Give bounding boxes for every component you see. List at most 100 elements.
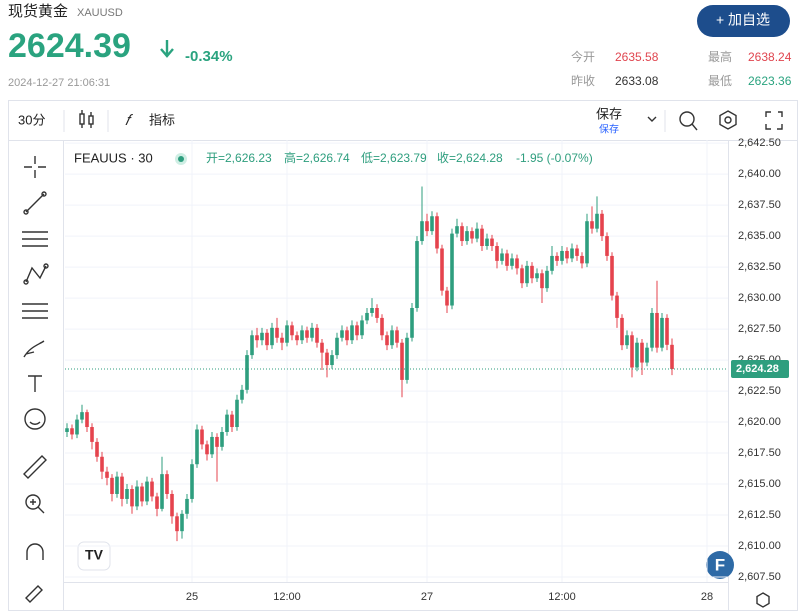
- fx-icon[interactable]: 𝑓: [125, 112, 134, 129]
- candle-body: [380, 317, 384, 336]
- candle-body: [165, 474, 169, 494]
- y-tick-label: 2,610.00: [738, 540, 781, 552]
- candle-icon[interactable]: [79, 110, 94, 128]
- candle-body: [350, 325, 354, 341]
- y-tick-label: 2,617.50: [738, 447, 781, 459]
- candle-body: [340, 330, 344, 338]
- candle-body: [275, 327, 279, 338]
- last-price-box: [731, 359, 789, 378]
- settings-dot: [724, 116, 732, 124]
- candle-body: [385, 335, 389, 346]
- candle-body: [90, 427, 94, 442]
- interval[interactable]: 30分: [18, 112, 45, 127]
- legend-high: 高=2,626.74: [284, 150, 350, 165]
- candle-body: [520, 268, 524, 284]
- y-tick-label: 2,607.50: [738, 571, 781, 583]
- legend-close: 收=2,624.28: [437, 151, 503, 165]
- candle-body: [155, 496, 159, 509]
- candle-body: [170, 493, 174, 517]
- candle-body: [245, 355, 249, 390]
- candle-body: [270, 327, 274, 346]
- stat-label: 最高: [708, 49, 732, 64]
- candle-body: [405, 337, 409, 380]
- candle-body: [75, 419, 79, 435]
- candle-body: [140, 486, 144, 502]
- save-sub[interactable]: 保存: [599, 123, 619, 136]
- candle-body: [425, 221, 429, 232]
- timestamp: 2024-12-27 21:06:31: [8, 77, 110, 89]
- settings-icon[interactable]: [719, 110, 737, 130]
- candle-body: [115, 476, 119, 494]
- stat-label: 今开: [571, 49, 595, 64]
- candle-body: [555, 255, 559, 261]
- dropdown[interactable]: [647, 116, 657, 122]
- candle-body: [65, 428, 69, 432]
- y-tick-label: 2,635.00: [738, 230, 781, 242]
- stat-value: 2623.36: [748, 74, 792, 88]
- candle-body: [250, 335, 254, 356]
- status-dot: [178, 156, 184, 162]
- change: -0.34%: [185, 48, 233, 65]
- y-tick-label: 2,615.00: [738, 478, 781, 490]
- candle-body: [500, 253, 504, 261]
- candle-body: [645, 347, 649, 363]
- candle-body: [285, 325, 289, 343]
- candle-body: [545, 270, 549, 289]
- candle-body: [195, 429, 199, 465]
- candle-body: [585, 221, 589, 264]
- candle-body: [220, 431, 224, 447]
- candle-body: [515, 258, 519, 269]
- candle-body: [450, 233, 454, 306]
- drawing-tools[interactable]: [22, 156, 49, 603]
- candle-body: [490, 238, 494, 247]
- candle-body: [665, 317, 669, 345]
- y-tick-label: 2,627.50: [738, 323, 781, 335]
- save[interactable]: 保存: [596, 106, 622, 121]
- candle-body: [240, 389, 244, 400]
- alert-icon[interactable]: [679, 111, 698, 131]
- candle-body: [505, 253, 509, 266]
- add-watchlist-label[interactable]: + 加自选: [716, 12, 770, 28]
- candle-body: [495, 246, 499, 261]
- candle-body: [205, 444, 209, 455]
- candle-body: [290, 325, 294, 336]
- title: 现货黄金: [8, 3, 68, 20]
- last-price-label: 2,624.28: [736, 363, 779, 375]
- candle-body: [460, 226, 464, 242]
- candle-body: [375, 307, 379, 318]
- x-tick-label: 28: [701, 591, 713, 603]
- candle-body: [100, 456, 104, 472]
- y-tick-label: 2,632.50: [738, 261, 781, 273]
- candle-body: [415, 241, 419, 308]
- grid: [65, 140, 728, 582]
- candle-body: [80, 412, 84, 420]
- candle-body: [280, 337, 284, 343]
- f-badge[interactable]: [706, 551, 734, 579]
- candle-body: [655, 312, 659, 348]
- candle-body: [600, 213, 604, 237]
- candle-body: [255, 335, 259, 341]
- candle-body: [365, 312, 369, 321]
- candle-body: [640, 342, 644, 363]
- tv-logo-box: [77, 541, 111, 571]
- axis-settings[interactable]: [756, 592, 770, 608]
- stat-value: 2633.08: [615, 74, 659, 88]
- candle-body: [335, 337, 339, 356]
- f-badge-label[interactable]: F: [715, 555, 725, 574]
- candle-body: [465, 231, 469, 242]
- candle-body: [105, 471, 109, 478]
- candle-body: [440, 248, 444, 291]
- indicators[interactable]: 指标: [149, 112, 175, 127]
- fullscreen-icon[interactable]: [765, 111, 783, 130]
- add-watchlist-button[interactable]: [697, 5, 790, 37]
- candle-body: [480, 228, 484, 247]
- x-tick-label: 12:00: [273, 591, 301, 603]
- price: 2624.39: [8, 27, 131, 65]
- candle-body: [420, 221, 424, 242]
- candle-body: [310, 327, 314, 338]
- y-tick-label: 2,642.50: [738, 137, 781, 149]
- candle-body: [635, 342, 639, 368]
- legend-change: -1.95 (-0.07%): [516, 151, 593, 165]
- candle-body: [225, 414, 229, 432]
